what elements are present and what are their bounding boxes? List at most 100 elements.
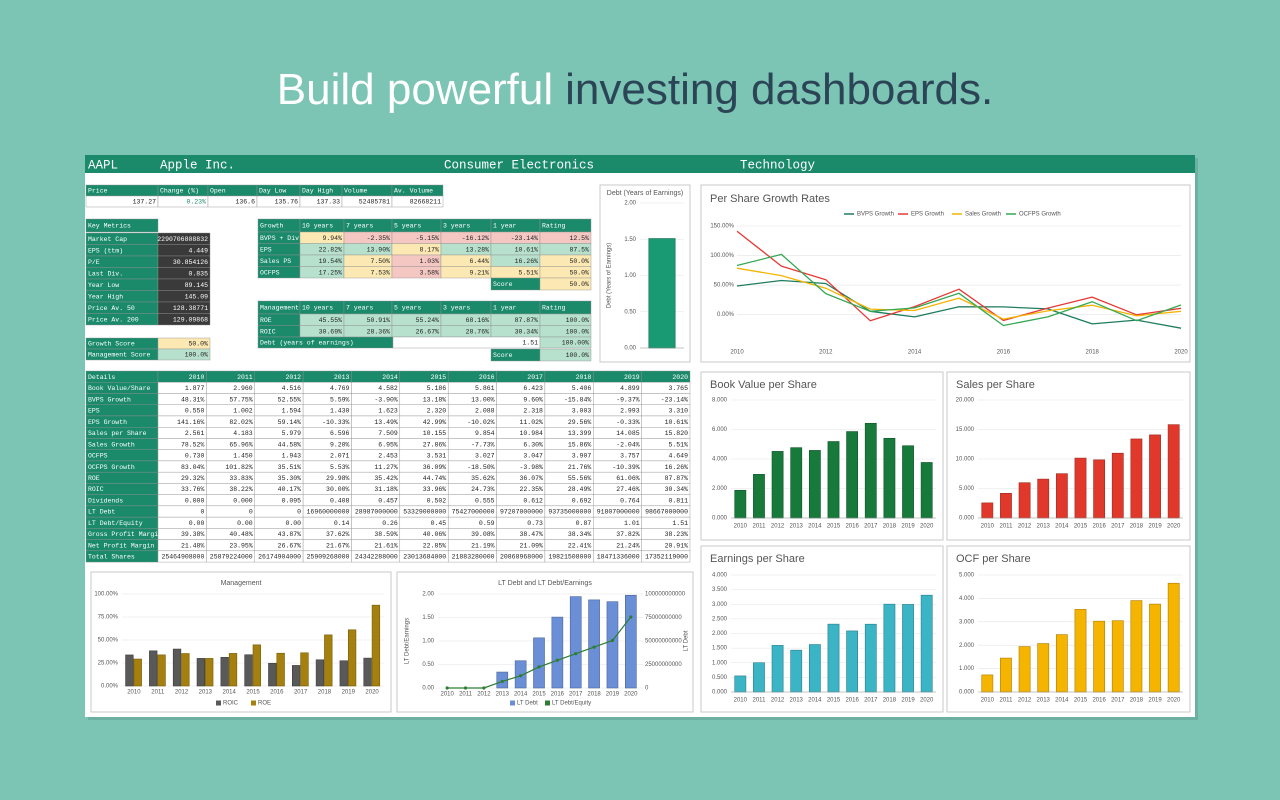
y-tick-label: 0.00% — [101, 684, 119, 690]
detail-value: 20868968000 — [500, 554, 543, 561]
y-tick-label: 2.000 — [712, 486, 728, 492]
bar — [1111, 620, 1124, 693]
score-value: 50.0% — [188, 341, 208, 348]
x-tick-label: 2017 — [1111, 524, 1125, 530]
headline-lead: Build powerful — [277, 65, 553, 114]
detail-value: 2.960 — [233, 385, 253, 392]
detail-value: 75427000000 — [452, 509, 495, 516]
y-tick-label: 4.000 — [959, 596, 975, 602]
column-header: 2020 — [672, 374, 688, 381]
detail-value: 38.59% — [374, 531, 398, 538]
bar — [808, 450, 821, 519]
metric-label: Year High — [88, 293, 123, 300]
column-header: Rating — [542, 305, 566, 312]
bar — [753, 474, 765, 519]
y-tick-label: 1.50 — [624, 237, 636, 243]
bar — [268, 662, 277, 687]
detail-value: 42.99% — [423, 419, 447, 426]
bar — [149, 650, 158, 687]
quote-value: 52485781 — [359, 199, 390, 206]
bar — [196, 658, 205, 687]
detail-value: 0.14 — [334, 520, 350, 527]
detail-value: 2.088 — [475, 408, 495, 415]
detail-value: 61.06% — [616, 475, 640, 482]
metric-label: P/E — [88, 259, 100, 266]
chart-title: Per Share Growth Rates — [710, 193, 830, 205]
detail-value: 15.820 — [665, 430, 689, 437]
detail-value: 91807000000 — [597, 509, 640, 516]
detail-value: 2.453 — [378, 453, 398, 460]
detail-value: 38.23% — [665, 531, 689, 538]
rate-value: 1.03% — [419, 258, 439, 265]
metric-value: 4.449 — [188, 247, 208, 254]
detail-value: 3.765 — [668, 385, 688, 392]
bar — [846, 630, 859, 693]
bar — [339, 660, 348, 687]
column-header: 7 years — [346, 305, 373, 312]
rate-value: 30.34% — [515, 328, 539, 335]
detail-value: -23.14% — [661, 396, 688, 403]
detail-value: 87.87% — [665, 475, 689, 482]
x-tick-label: 2020 — [365, 690, 379, 696]
detail-value: 3.907 — [572, 453, 592, 460]
bar — [347, 629, 357, 687]
detail-value: 3.047 — [523, 453, 543, 460]
sector: Technology — [740, 158, 816, 172]
detail-value: 55.56% — [568, 475, 592, 482]
detail-value: 3.757 — [620, 453, 640, 460]
detail-value: -9.37% — [616, 396, 640, 403]
metric-value: 128.38771 — [173, 305, 208, 312]
x-tick-label: 2020 — [1167, 698, 1181, 704]
x-tick-label: 2019 — [606, 692, 620, 698]
rate-value: 9.94% — [322, 235, 342, 242]
detail-value: 1.51 — [672, 520, 688, 527]
detail-value: 37.62% — [326, 531, 350, 538]
detail-value: 14.085 — [616, 430, 640, 437]
ticker: AAPL — [88, 158, 118, 172]
detail-value: 0.550 — [185, 408, 205, 415]
detail-value: 3.027 — [475, 453, 495, 460]
detail-value: 24.73% — [471, 486, 495, 493]
column-header: 2017 — [527, 374, 543, 381]
detail-value: 9.20% — [330, 441, 350, 448]
x-tick-label: 2013 — [1037, 698, 1051, 704]
x-tick-label: 2011 — [753, 524, 767, 530]
x-tick-label: 2017 — [1111, 698, 1125, 704]
x-tick-label: 2017 — [864, 524, 878, 530]
row-label: LT Debt — [88, 509, 115, 516]
detail-value: 19821508000 — [548, 554, 591, 561]
metric-value: 0.835 — [188, 270, 208, 277]
column-header: 2013 — [334, 374, 350, 381]
detail-value: 23.95% — [229, 542, 253, 549]
x-tick-label: 2015 — [532, 692, 546, 698]
bar — [846, 431, 859, 519]
y-tick-label: 0 — [645, 686, 649, 692]
y2-axis-title: LT Debt — [684, 630, 690, 651]
y-axis-title: Debt (Years of Earnings) — [607, 243, 613, 308]
headline-emphasis: investing dashboards. — [565, 65, 993, 114]
metric-label: EPS (ttm) — [88, 247, 123, 254]
detail-value: 4.582 — [378, 385, 398, 392]
score-label: Management Score — [88, 352, 151, 359]
row-label: Debt (years of earnings) — [260, 340, 354, 347]
bar — [902, 445, 914, 519]
column-header: Day High — [302, 188, 333, 195]
x-tick-label: 2014 — [908, 350, 922, 356]
detail-value: 0.73 — [527, 520, 543, 527]
x-tick-label: 2014 — [808, 524, 822, 530]
x-tick-label: 2020 — [920, 698, 934, 704]
y-tick-label: 0.00 — [624, 346, 636, 352]
rate-value: 13.28% — [466, 246, 490, 253]
chart-title: Sales per Share — [956, 379, 1035, 391]
rate-value: -2.35% — [367, 235, 391, 242]
rate-value: 30.69% — [319, 328, 343, 335]
detail-value: 35.62% — [471, 475, 495, 482]
x-tick-label: 2013 — [790, 524, 804, 530]
line-point — [629, 615, 633, 619]
column-header: 1 year — [493, 223, 517, 230]
legend-swatch — [216, 700, 221, 706]
detail-value: 44.58% — [278, 441, 302, 448]
detail-value: 5.186 — [427, 385, 447, 392]
detail-value: 6.30% — [523, 441, 543, 448]
